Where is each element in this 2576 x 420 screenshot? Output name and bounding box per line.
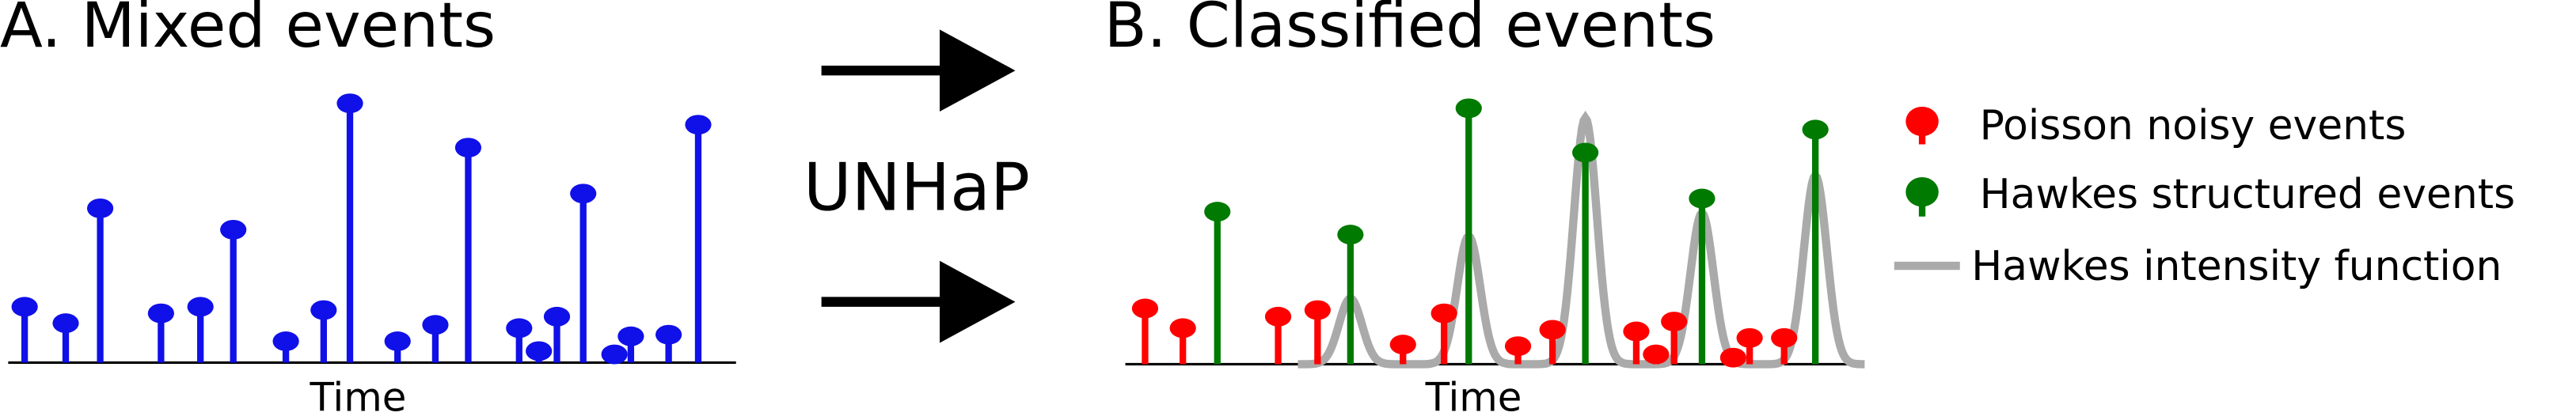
stem-head [86, 198, 114, 218]
stem-head [1337, 225, 1364, 245]
stem-head [1572, 142, 1599, 163]
stem-head [1389, 335, 1416, 355]
stem-head [1304, 300, 1331, 320]
event-stems [1131, 98, 1829, 368]
legend-label: Hawkes intensity function [1971, 243, 2502, 290]
stem-head [1504, 336, 1532, 357]
stem-head [1661, 312, 1688, 331]
stem-head [570, 184, 597, 204]
stem-head [454, 138, 482, 158]
stem-head [1455, 98, 1482, 119]
stem-head [1264, 306, 1292, 327]
method-label: UNHaP [804, 149, 1030, 226]
legend: Poisson noisy events Hawkes structured e… [1894, 102, 2515, 290]
stem-head [506, 318, 533, 339]
stem-head [1689, 188, 1715, 209]
panel-a-title: A. Mixed events [0, 0, 496, 62]
stem-head [1131, 298, 1159, 319]
stem-head [1430, 303, 1457, 324]
stem-head [1539, 320, 1566, 340]
stem-head [310, 300, 337, 320]
stem-head [336, 93, 363, 114]
stem-head [685, 115, 712, 135]
stem-head [422, 315, 449, 335]
legend-label: Poisson noisy events [1980, 102, 2407, 149]
legend-label: Hawkes structured events [1980, 171, 2515, 218]
stem-head [617, 326, 644, 346]
stem-head [1771, 327, 1798, 348]
event-stems [11, 93, 712, 365]
stem-head [384, 331, 411, 351]
intensity-curve [1297, 110, 1865, 369]
stem-head [220, 219, 247, 240]
legend-marker [1905, 106, 1939, 145]
stem-head [1736, 327, 1763, 348]
stem-head [187, 297, 214, 317]
stem-head [526, 341, 553, 361]
stem-head [1623, 321, 1650, 342]
stem-head [1643, 344, 1670, 365]
stem-head [543, 306, 571, 327]
panel-b-title: B. Classified events [1104, 0, 1716, 62]
legend-marker [1905, 177, 1939, 217]
stem-head [272, 331, 299, 351]
stem-head [655, 324, 682, 345]
x-label: Time [1425, 375, 1522, 420]
stem-head [1802, 119, 1829, 140]
stem-head [147, 303, 174, 324]
stem-head [1719, 347, 1746, 368]
stem-head [1169, 318, 1196, 339]
stem-head [1204, 202, 1231, 222]
stem-head [11, 297, 38, 317]
stem-head [601, 344, 628, 365]
stem-head [52, 313, 79, 334]
arrow [821, 260, 1016, 343]
x-label: Time [309, 375, 406, 420]
arrow [821, 29, 1016, 112]
